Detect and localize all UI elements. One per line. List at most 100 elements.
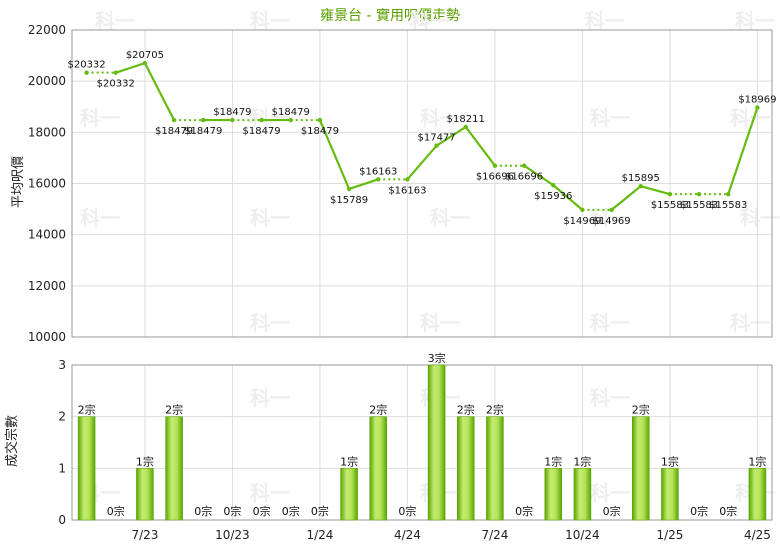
price-y-tick-label: 22000 [28,23,66,37]
price-data-label: $16163 [359,166,397,177]
volume-bars [77,364,767,521]
price-point [84,70,89,75]
price-point [142,60,148,66]
volume-data-labels: 2宗 0宗 1宗 2宗 0宗 0宗 0宗 0宗 0宗 1宗 2宗 0宗 3宗 2宗 2宗 0宗 1宗 1宗 0宗 2宗… [78,351,767,518]
price-data-labels: $20332$20332$20705$18479$18479$18479$184… [67,50,776,227]
volume-bar [544,468,562,521]
price-point [346,186,352,192]
volume-data-label: 1宗 [661,454,679,468]
x-tick-label: 7/24 [481,528,508,542]
price-data-label: $18479 [184,126,222,137]
price-point [463,124,468,130]
price-point [259,117,264,123]
price-y-tick-label: 12000 [28,279,66,293]
price-line-segment [348,178,379,190]
volume-data-label: 0宗 [515,504,533,518]
chart-title: 雍景台 - 實用呎價走勢 [320,7,460,24]
volume-data-label: 1宗 [573,454,591,468]
volume-data-label: 0宗 [398,504,416,518]
volume-data-label: 2宗 [369,403,387,417]
volume-data-label: 0宗 [253,504,271,518]
watermark: 科一 [410,9,450,33]
watermark: 科一 [250,9,290,33]
price-point [113,70,118,75]
price-y-axis-label: 平均呎價 [11,156,26,208]
price-point [230,117,235,123]
price-point [755,105,760,110]
volume-y-tick-label: 0 [58,513,66,527]
volume-data-label: 2宗 [165,403,183,417]
volume-bar [369,416,387,521]
price-plot-frame [71,29,773,338]
volume-data-label: 1宗 [748,454,766,468]
price-point [609,207,614,213]
watermark: 科一 [250,481,290,505]
price-data-label: $18479 [213,107,251,118]
watermark: 科一 [250,206,290,230]
volume-y-axis-label: 成交宗數 [4,415,20,467]
price-point [667,191,673,197]
price-data-label: $16696 [505,172,543,183]
volume-data-label: 0宗 [107,504,125,518]
price-data-label: $14969 [592,216,630,227]
volume-bar [77,416,96,521]
price-point [580,207,585,213]
watermark: 科一 [420,311,460,335]
volume-bar [136,468,154,521]
price-data-label: $16696 [476,172,514,183]
x-tick-labels: 7/23 10/23 1/24 4/24 7/24 10/24 1/25 4/25 [131,528,770,542]
volume-bar [661,468,679,521]
volume-y-ticks: 0 1 2 3 [58,358,66,527]
watermark: 科一 [730,106,770,130]
watermark: 科一 [735,9,775,33]
price-y-tick-label: 18000 [28,125,66,139]
volume-data-label: 1宗 [136,454,154,468]
volume-bar [486,416,504,521]
volume-data-label: 0宗 [603,504,621,518]
price-data-label: $20705 [126,50,164,61]
volume-y-tick-label: 3 [58,358,66,372]
price-point [492,163,498,168]
price-point [521,163,527,168]
price-data-label: $15789 [330,195,368,206]
x-tick-label: 4/24 [394,528,421,542]
volume-bar [573,468,592,521]
price-line-segment [143,62,176,121]
volume-data-label: 0宗 [719,504,737,518]
x-tick-label: 4/25 [744,528,771,542]
price-data-label: $15936 [534,191,572,202]
x-tick-label: 10/24 [565,528,600,542]
price-data-label: $20332 [67,60,105,71]
price-data-label: $14969 [563,216,601,227]
watermark: 科一 [590,106,630,130]
volume-data-label: 2宗 [486,403,504,417]
volume-data-label: 2宗 [457,403,475,417]
price-point [696,191,702,197]
price-point [201,117,206,123]
price-points [84,60,760,213]
price-point [376,177,381,182]
price-point [405,177,410,182]
price-y-tick-label: 10000 [28,330,66,344]
watermark: 科一 [250,106,290,130]
volume-y-tick-label: 1 [58,461,66,475]
watermark: 科一 [590,386,630,410]
price-line-segment [552,184,584,211]
price-y-ticks: 10000 12000 14000 16000 18000 20000 22000 [28,23,66,344]
volume-data-label: 2宗 [632,403,650,417]
price-point [551,182,556,188]
price-data-label: $18211 [447,114,485,125]
x-tick-label: 7/23 [131,528,158,542]
volume-plot-frame [71,364,773,521]
x-tick-label: 10/23 [215,528,250,542]
watermark: 科一 [585,9,625,33]
price-point [171,117,177,123]
price-data-label: $20332 [97,79,135,90]
x-tick-label: 1/24 [306,528,333,542]
price-y-tick-label: 14000 [28,228,66,242]
